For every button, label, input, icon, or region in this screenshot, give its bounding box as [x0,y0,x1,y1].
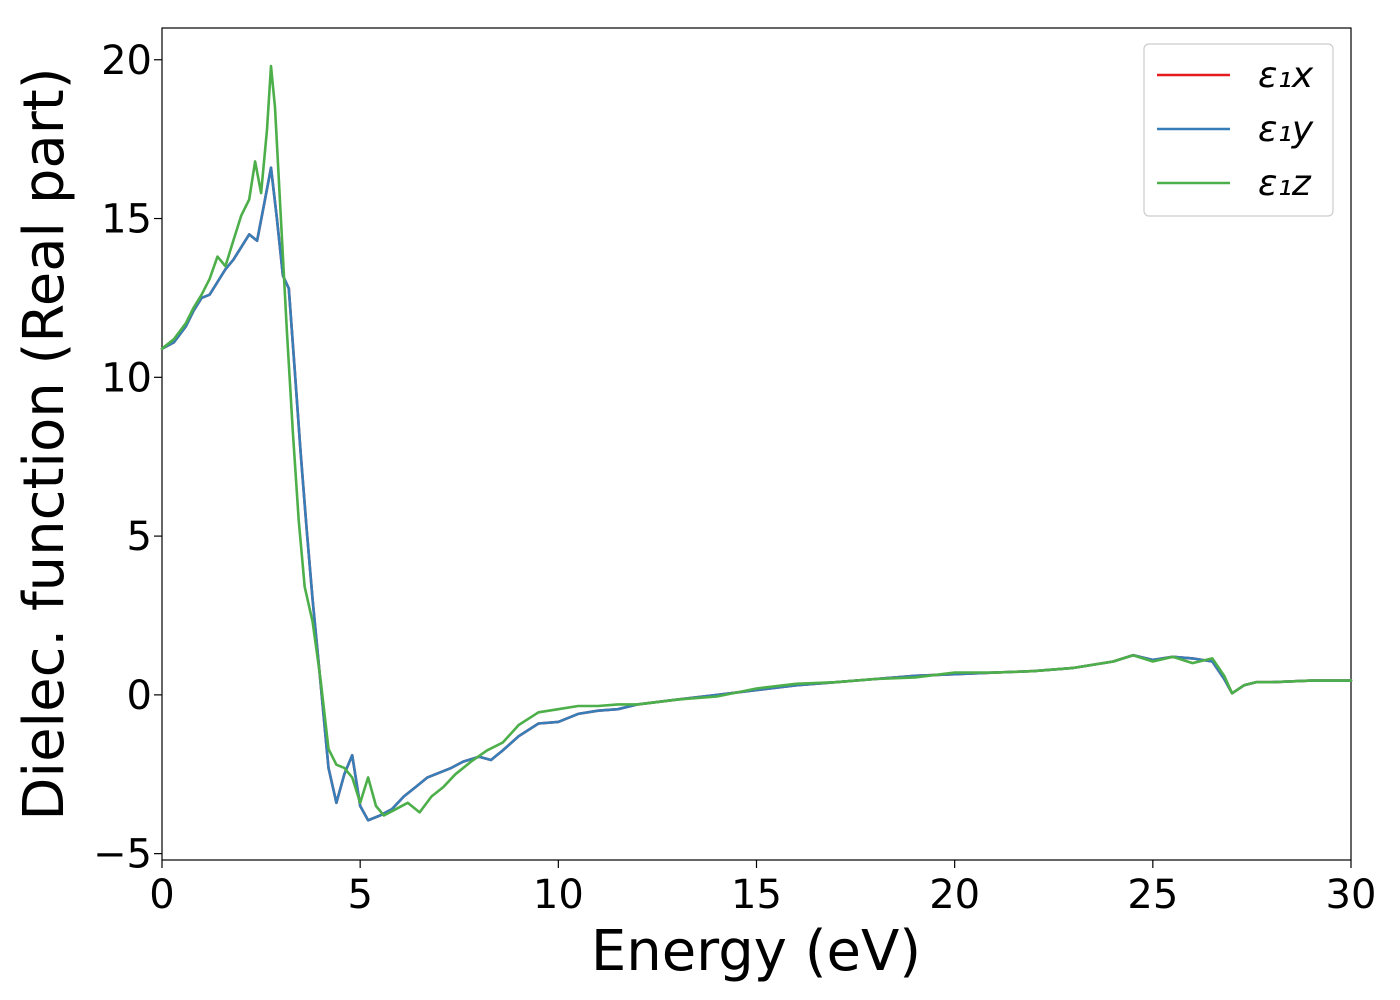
legend-label: ε₁y [1258,109,1314,150]
y-tick-label: 5 [127,514,152,560]
legend-box [1143,43,1334,217]
y-tick-label: −5 [93,832,152,878]
y-axis-ticks: −5 0 5 10 15 20 [93,38,162,878]
x-axis-title: Energy (eV) [591,919,921,984]
series-line-3 [160,64,1353,817]
x-tick-label: 20 [929,872,980,918]
y-tick-label: 20 [101,38,152,84]
legend: ε₁x ε₁y ε₁z [1143,43,1334,217]
legend-label: ε₁x [1258,55,1314,96]
x-axis-ticks: 0 5 10 15 20 25 30 [149,860,1376,918]
x-tick-label: 15 [731,872,782,918]
x-tick-label: 10 [533,872,584,918]
y-tick-label: 15 [101,197,152,243]
x-tick-label: 30 [1326,872,1377,918]
legend-label: ε₁z [1258,163,1312,204]
series-line-2 [160,166,1353,822]
y-tick-label: 10 [101,355,152,401]
x-tick-label: 5 [347,872,372,918]
x-tick-label: 0 [149,872,174,918]
x-tick-label: 25 [1127,872,1178,918]
y-axis-title: Dielec. function (Real part) [12,67,77,820]
series-layer [160,64,1353,822]
y-tick-label: 0 [127,673,152,719]
series-line-1 [160,166,1353,822]
